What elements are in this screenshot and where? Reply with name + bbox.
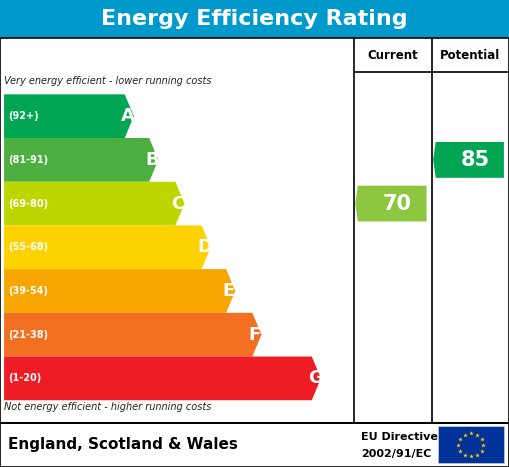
Text: Not energy efficient - higher running costs: Not energy efficient - higher running co… xyxy=(4,402,211,412)
Text: D: D xyxy=(197,238,213,256)
Text: Energy Efficiency Rating: Energy Efficiency Rating xyxy=(101,9,408,29)
Text: 70: 70 xyxy=(383,194,412,213)
Text: (69-80): (69-80) xyxy=(8,198,48,209)
Text: (92+): (92+) xyxy=(8,111,39,121)
Polygon shape xyxy=(4,94,134,138)
Text: (55-68): (55-68) xyxy=(8,242,48,252)
Polygon shape xyxy=(4,269,235,313)
Text: F: F xyxy=(248,325,261,344)
Text: B: B xyxy=(145,151,159,169)
Polygon shape xyxy=(4,356,321,400)
Text: Potential: Potential xyxy=(440,49,500,62)
Text: (21-38): (21-38) xyxy=(8,330,48,340)
Polygon shape xyxy=(4,182,185,226)
Bar xyxy=(0,423,509,467)
Text: (81-91): (81-91) xyxy=(8,155,48,165)
Polygon shape xyxy=(4,226,211,269)
Text: (1-20): (1-20) xyxy=(8,374,41,383)
Text: G: G xyxy=(308,369,323,387)
Text: A: A xyxy=(121,107,134,125)
Text: C: C xyxy=(172,195,185,212)
Polygon shape xyxy=(4,313,262,356)
Text: Very energy efficient - lower running costs: Very energy efficient - lower running co… xyxy=(4,76,212,85)
Bar xyxy=(438,426,504,463)
Text: 2002/91/EC: 2002/91/EC xyxy=(361,449,432,459)
Text: (39-54): (39-54) xyxy=(8,286,48,296)
Bar xyxy=(0,38,509,423)
Polygon shape xyxy=(355,186,427,221)
Polygon shape xyxy=(433,142,504,178)
Polygon shape xyxy=(4,138,158,182)
Text: E: E xyxy=(222,282,234,300)
Text: EU Directive: EU Directive xyxy=(361,432,438,442)
Text: 85: 85 xyxy=(460,150,490,170)
Text: Current: Current xyxy=(367,49,418,62)
Bar xyxy=(0,0,509,38)
Text: England, Scotland & Wales: England, Scotland & Wales xyxy=(8,437,238,453)
